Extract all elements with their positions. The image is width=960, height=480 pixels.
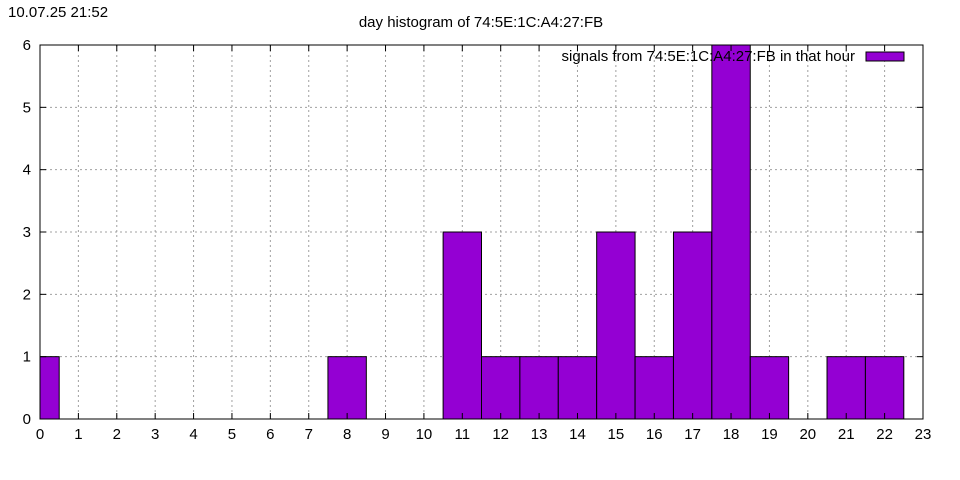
x-tick-label: 16: [646, 426, 663, 443]
x-tick-label: 4: [189, 426, 197, 443]
x-tick-label: 20: [799, 426, 816, 443]
legend-label: signals from 74:5E:1C:A4:27:FB in that h…: [562, 48, 856, 65]
y-tick-label: 0: [23, 411, 31, 428]
bar: [519, 356, 559, 420]
x-tick-label: 8: [343, 426, 351, 443]
x-tick-label: 5: [228, 426, 236, 443]
bar: [557, 356, 598, 420]
y-tick-label: 6: [23, 37, 31, 54]
bar: [327, 356, 367, 420]
bar: [39, 356, 60, 420]
timestamp: 10.07.25 21:52: [8, 4, 109, 21]
x-tick-label: 1: [74, 426, 82, 443]
y-tick-label: 1: [23, 349, 31, 366]
x-tick-label: 23: [915, 426, 932, 443]
legend: signals from 74:5E:1C:A4:27:FB in that h…: [562, 48, 905, 65]
bar: [442, 231, 483, 420]
bar: [481, 356, 521, 420]
y-tick-label: 2: [23, 286, 31, 303]
axes: 0 1 2 3 4 5 6 7 8 9 10 11 12 13 14 15 16 17 18 19 20 21 22 2301…: [23, 37, 932, 443]
x-tick-label: 18: [723, 426, 740, 443]
y-tick-label: 3: [23, 224, 31, 241]
x-tick-label: 19: [761, 426, 778, 443]
x-tick-label: 9: [381, 426, 389, 443]
x-tick-label: 22: [876, 426, 893, 443]
bar: [864, 356, 905, 420]
x-tick-label: 0: [36, 426, 44, 443]
x-tick-label: 2: [113, 426, 121, 443]
bar: [672, 231, 713, 420]
x-tick-label: 12: [492, 426, 509, 443]
x-tick-label: 10: [416, 426, 433, 443]
bars: [39, 44, 905, 420]
bar: [634, 356, 674, 420]
x-tick-label: 11: [455, 426, 471, 443]
x-tick-label: 14: [569, 426, 586, 443]
x-tick-label: 3: [151, 426, 159, 443]
bar: [596, 231, 636, 420]
x-tick-label: 6: [266, 426, 274, 443]
chart-title: day histogram of 74:5E:1C:A4:27:FB: [359, 14, 603, 31]
bar: [711, 44, 751, 420]
legend-swatch: [865, 51, 905, 62]
y-tick-label: 4: [23, 162, 31, 179]
x-tick-label: 13: [531, 426, 548, 443]
bar: [749, 356, 790, 420]
x-tick-label: 7: [305, 426, 313, 443]
x-tick-label: 15: [608, 426, 625, 443]
x-tick-label: 21: [838, 426, 855, 443]
bar: [826, 356, 866, 420]
x-tick-label: 17: [684, 426, 701, 443]
y-tick-label: 5: [23, 99, 31, 116]
